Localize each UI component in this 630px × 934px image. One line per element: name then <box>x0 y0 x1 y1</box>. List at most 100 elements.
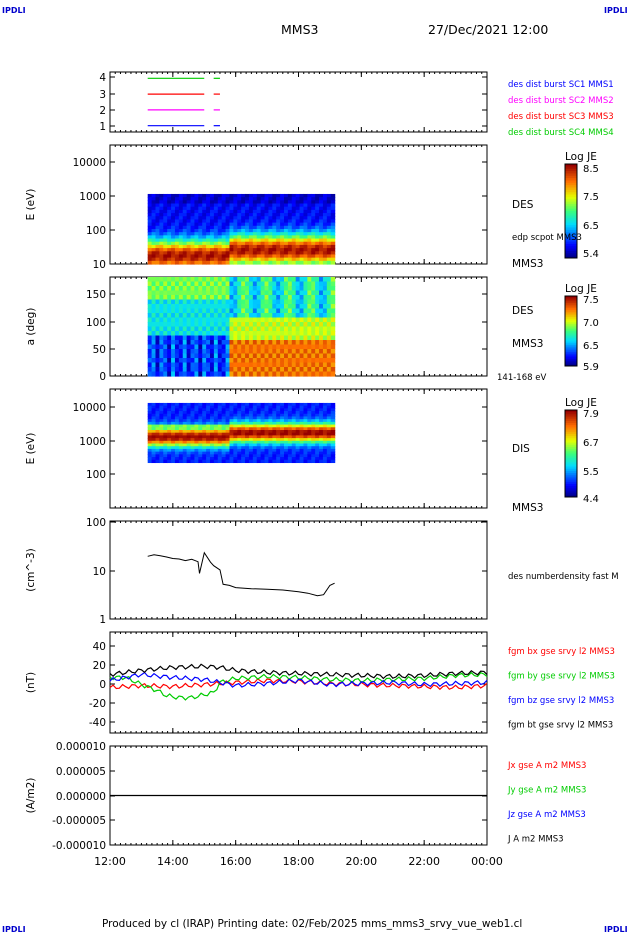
dis-energy-cell <box>221 446 227 450</box>
dis-energy-cell <box>311 451 316 455</box>
des-pitch-cell <box>287 353 293 359</box>
time-tick-label: 20:00 <box>345 855 377 868</box>
des-pitch-cell <box>190 286 196 292</box>
dis-energy-cell <box>194 435 199 439</box>
des-energy-cell <box>147 260 153 265</box>
des-energy-colorbar-step <box>565 255 577 259</box>
dis-energy-cell <box>268 451 273 455</box>
des-energy-cell <box>217 206 223 211</box>
des-energy-cell <box>287 216 293 221</box>
dis-energy-cell <box>233 446 238 450</box>
des-pitch-cell <box>248 362 254 368</box>
des-energy-cell <box>280 213 285 217</box>
dis-energy-cell <box>315 405 320 409</box>
des-pitch-cell <box>229 304 234 310</box>
dis-energy-cell <box>225 438 231 442</box>
des-energy-cell <box>248 254 254 259</box>
des-pitch-cell <box>260 340 266 346</box>
des-energy-cell <box>319 235 324 240</box>
des-pitch-cell <box>194 340 199 346</box>
des-energy-cell <box>307 260 312 265</box>
des-energy-cell <box>291 225 297 230</box>
dis-energy-cell <box>237 432 242 436</box>
des-energy-cell <box>284 213 289 217</box>
dis-energy-cell <box>276 413 281 418</box>
des-pitch-cell <box>272 277 277 283</box>
dis-energy-cell <box>307 405 312 409</box>
des-pitch-cell <box>311 313 316 319</box>
dis-energy-cell <box>241 446 246 450</box>
des-pitch-cell <box>221 340 227 346</box>
des-energy-cell <box>272 193 277 198</box>
des-energy-cell <box>311 257 316 262</box>
des-energy-cell <box>217 193 223 198</box>
dis-energy-cell <box>225 432 231 436</box>
dis-energy-cell <box>280 405 285 409</box>
des-energy-cell <box>178 228 184 233</box>
des-energy-cell <box>206 251 211 256</box>
des-pitch-cell <box>287 308 293 314</box>
dis-energy-cell <box>171 424 176 428</box>
des-pitch-cell <box>272 290 277 296</box>
des-energy-cell <box>186 248 192 252</box>
dis-energy-cell <box>299 440 305 445</box>
dis-energy-cell <box>151 432 157 436</box>
dis-energy-cell <box>206 416 211 420</box>
des-energy-cell <box>221 248 227 252</box>
des-energy-cell <box>155 203 160 208</box>
dis-energy-cell <box>233 419 238 423</box>
des-pitch-cell <box>159 340 164 346</box>
dis-energy-cell <box>213 429 219 434</box>
des-energy-cell <box>307 241 312 246</box>
des-pitch-cell <box>186 331 192 337</box>
des-pitch-cell <box>163 335 168 341</box>
des-pitch-cell <box>299 353 305 359</box>
des-pitch-cell <box>198 340 203 346</box>
des-energy-cell <box>264 254 270 259</box>
des-pitch-cell <box>248 290 254 296</box>
des-energy-cell <box>221 260 227 265</box>
dis-energy-cell <box>198 451 203 455</box>
dis-energy-cell <box>221 421 227 426</box>
des-energy-cell <box>202 203 207 208</box>
des-pitch-cell <box>178 371 184 377</box>
des-pitch-cell <box>202 277 207 283</box>
dis-energy-cell <box>198 424 203 428</box>
dis-energy-colorbar-step <box>565 460 577 463</box>
des-pitch-colorbar-label: Log JE <box>565 283 597 295</box>
dis-energy-cell <box>268 432 273 436</box>
des-pitch-cell <box>147 326 153 332</box>
des-energy-cell <box>151 251 157 256</box>
dis-energy-cell <box>330 446 336 450</box>
dis-energy-cell <box>241 435 246 439</box>
dis-energy-cell <box>174 427 180 431</box>
des-pitch-cell <box>295 367 301 373</box>
dis-energy-cell <box>225 459 231 464</box>
dis-energy-cell <box>182 413 188 418</box>
des-energy-cell <box>155 209 160 214</box>
des-energy-cell <box>229 248 234 252</box>
des-pitch-cell <box>319 295 324 301</box>
des-pitch-cell <box>190 295 196 301</box>
des-energy-cell <box>291 244 297 249</box>
dis-energy-cell <box>194 443 199 447</box>
des-pitch-cell <box>326 313 332 319</box>
des-energy-cell <box>171 193 176 198</box>
des-energy-cell <box>167 232 172 236</box>
des-pitch-cell <box>319 304 324 310</box>
des-energy-cell <box>311 235 316 240</box>
des-energy-cell <box>155 238 160 243</box>
dis-energy-colorbar-step <box>565 440 577 444</box>
des-energy-cell <box>210 238 215 243</box>
des-energy-cell <box>264 238 270 243</box>
des-pitch-cell <box>303 308 308 314</box>
des-energy-cell <box>326 222 332 227</box>
des-energy-cell <box>229 238 234 243</box>
des-pitch-cell <box>284 340 289 346</box>
des-pitch-cell <box>217 286 223 292</box>
des-energy-cell <box>202 251 207 256</box>
des-pitch-cell <box>245 317 250 323</box>
des-pitch-cell <box>186 335 192 341</box>
des-pitch-cell <box>163 299 168 305</box>
des-pitch-cell <box>284 295 289 301</box>
